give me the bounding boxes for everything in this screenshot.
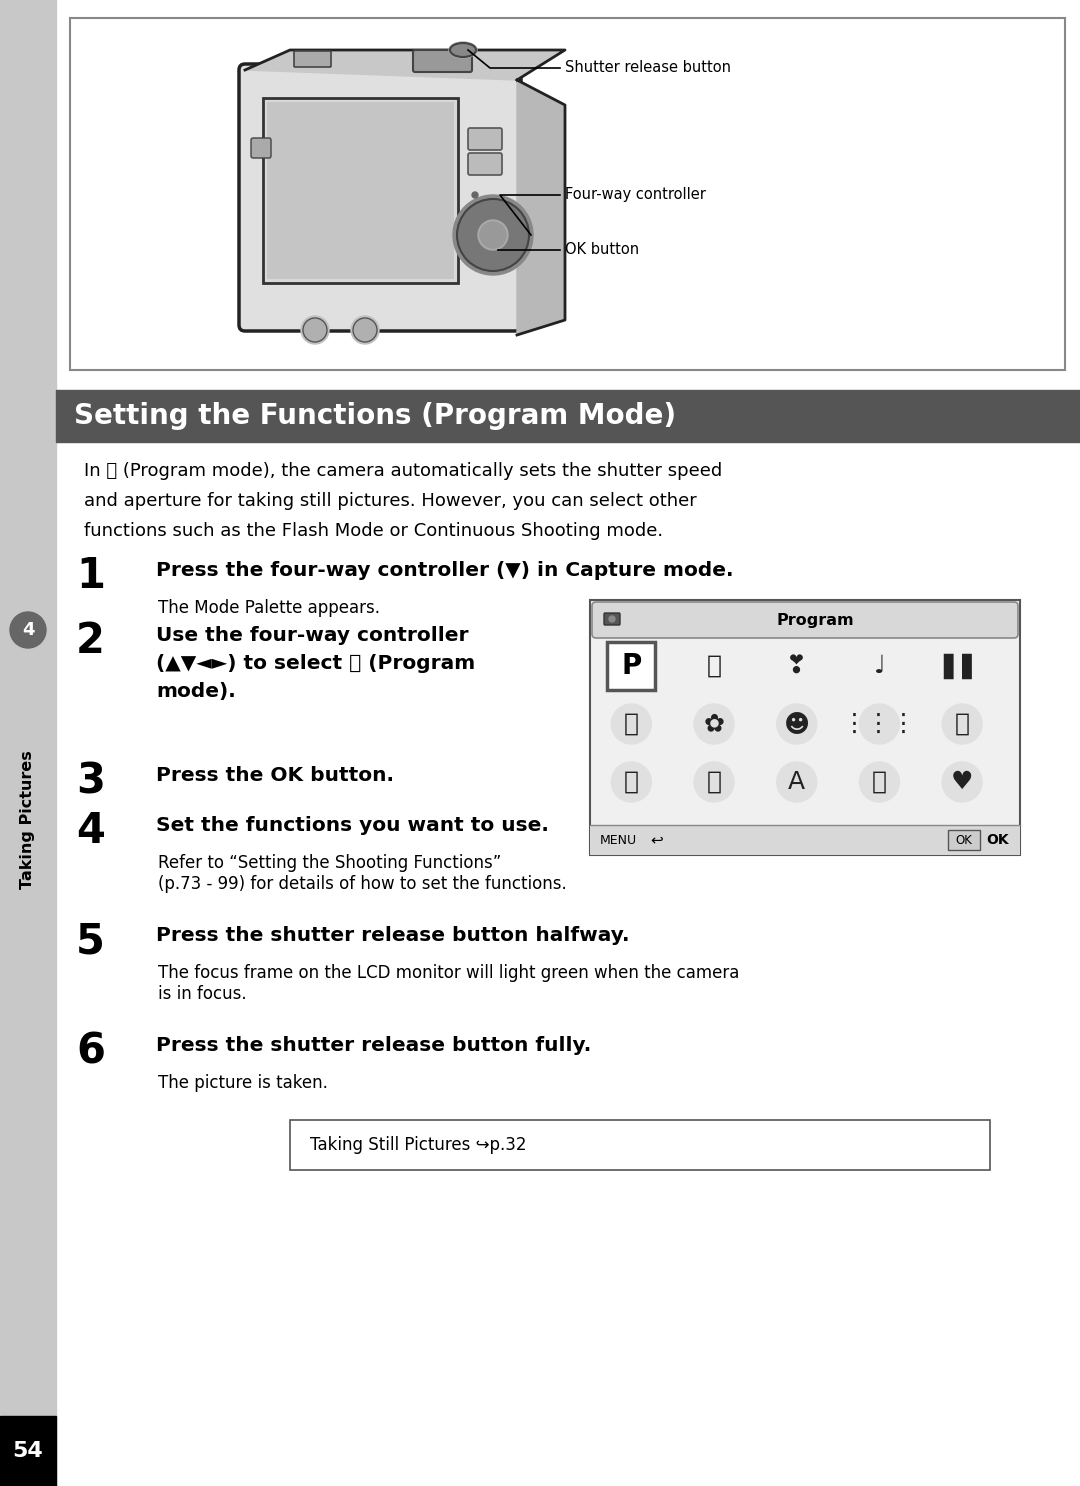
Circle shape (694, 762, 734, 802)
Text: 🍴: 🍴 (872, 770, 887, 794)
Text: Press the OK button.: Press the OK button. (156, 765, 394, 785)
Ellipse shape (449, 42, 477, 58)
Text: OK: OK (987, 834, 1010, 847)
FancyBboxPatch shape (413, 51, 472, 71)
Text: ⛩: ⛩ (706, 654, 721, 678)
Polygon shape (245, 51, 565, 80)
Text: ❣: ❣ (786, 654, 807, 678)
Circle shape (10, 612, 46, 648)
Text: 🐕: 🐕 (706, 770, 721, 794)
Text: OK button: OK button (565, 242, 639, 257)
Text: Taking Pictures: Taking Pictures (21, 750, 36, 890)
Circle shape (478, 220, 508, 250)
Ellipse shape (450, 43, 476, 56)
Text: Program: Program (777, 612, 854, 627)
Text: mode).: mode). (156, 682, 235, 701)
Bar (264, 98, 458, 282)
FancyBboxPatch shape (468, 128, 502, 150)
Circle shape (609, 617, 615, 623)
Circle shape (303, 318, 327, 342)
Circle shape (480, 221, 507, 248)
Text: 5: 5 (76, 920, 105, 961)
Text: MENU: MENU (600, 834, 637, 847)
Text: The picture is taken.: The picture is taken. (158, 1074, 328, 1092)
Text: ☻: ☻ (784, 712, 810, 736)
Text: 4: 4 (76, 810, 105, 851)
Circle shape (860, 704, 900, 744)
Text: ♥: ♥ (950, 770, 973, 794)
Text: OK: OK (956, 834, 972, 847)
Text: Setting the Functions (Program Mode): Setting the Functions (Program Mode) (75, 403, 676, 429)
Polygon shape (517, 80, 565, 334)
Circle shape (457, 199, 529, 270)
Text: Set the functions you want to use.: Set the functions you want to use. (156, 816, 549, 835)
Text: and aperture for taking still pictures. However, you can select other: and aperture for taking still pictures. … (84, 492, 697, 510)
Text: Use the four-way controller: Use the four-way controller (156, 626, 469, 645)
Text: Refer to “Setting the Shooting Functions”: Refer to “Setting the Shooting Functions… (158, 854, 501, 872)
Circle shape (453, 195, 534, 275)
Bar (590, 600, 1020, 854)
Text: 4: 4 (22, 621, 35, 639)
Circle shape (472, 207, 478, 212)
Text: Taking Still Pictures ↪p.32: Taking Still Pictures ↪p.32 (310, 1135, 527, 1155)
Text: Press the shutter release button halfway.: Press the shutter release button halfway… (156, 926, 630, 945)
Text: ⛰: ⛰ (624, 712, 639, 736)
Text: functions such as the Flash Mode or Continuous Shooting mode.: functions such as the Flash Mode or Cont… (84, 522, 663, 539)
Bar (70, 18, 1065, 370)
Bar (56, 389, 1080, 441)
Text: (▲▼◄►) to select Ⓙ (Program: (▲▼◄►) to select Ⓙ (Program (156, 654, 475, 673)
Text: 2: 2 (76, 620, 105, 661)
Text: Shutter release button: Shutter release button (565, 61, 731, 76)
Bar (0, 1416, 56, 1486)
FancyBboxPatch shape (468, 153, 502, 175)
Circle shape (351, 317, 379, 343)
Circle shape (694, 704, 734, 744)
FancyBboxPatch shape (239, 64, 521, 331)
Circle shape (611, 762, 651, 802)
Text: ↩: ↩ (650, 832, 663, 847)
FancyBboxPatch shape (294, 51, 330, 67)
Text: In Ⓙ (Program mode), the camera automatically sets the shutter speed: In Ⓙ (Program mode), the camera automati… (84, 462, 723, 480)
Bar (0, 0, 56, 1486)
Text: Four-way controller: Four-way controller (565, 187, 706, 202)
Circle shape (301, 317, 329, 343)
Bar (267, 103, 454, 279)
Text: 54: 54 (13, 1441, 43, 1461)
Text: 🏃: 🏃 (624, 770, 639, 794)
Text: is in focus.: is in focus. (158, 985, 246, 1003)
FancyBboxPatch shape (251, 138, 271, 158)
Circle shape (942, 704, 982, 744)
Text: (p.73 - 99) for details of how to set the functions.: (p.73 - 99) for details of how to set th… (158, 875, 567, 893)
Text: A: A (788, 770, 806, 794)
Text: ▌▌: ▌▌ (943, 654, 982, 679)
Circle shape (353, 318, 377, 342)
Text: 1: 1 (76, 554, 105, 597)
Text: ⋮⋮⋮: ⋮⋮⋮ (842, 712, 917, 736)
FancyBboxPatch shape (592, 602, 1018, 637)
Bar (590, 825, 1020, 854)
Text: ♩: ♩ (874, 654, 886, 678)
Circle shape (777, 704, 816, 744)
Text: The Mode Palette appears.: The Mode Palette appears. (158, 599, 380, 617)
Circle shape (472, 192, 478, 198)
Text: Press the shutter release button fully.: Press the shutter release button fully. (156, 1036, 591, 1055)
Circle shape (611, 704, 651, 744)
Text: The focus frame on the LCD monitor will light green when the camera: The focus frame on the LCD monitor will … (158, 964, 740, 982)
Bar (607, 642, 656, 690)
Text: P: P (624, 654, 639, 678)
Text: ✿: ✿ (703, 712, 725, 736)
Bar (291, 1120, 990, 1169)
Text: ⛄: ⛄ (955, 712, 970, 736)
Text: 6: 6 (76, 1030, 105, 1071)
Text: 3: 3 (76, 759, 105, 802)
Text: Press the four-way controller (▼) in Capture mode.: Press the four-way controller (▼) in Cap… (156, 562, 733, 580)
FancyBboxPatch shape (604, 614, 620, 626)
Bar (948, 831, 980, 850)
Circle shape (860, 762, 900, 802)
Circle shape (777, 762, 816, 802)
Text: P: P (621, 652, 642, 681)
Circle shape (942, 762, 982, 802)
